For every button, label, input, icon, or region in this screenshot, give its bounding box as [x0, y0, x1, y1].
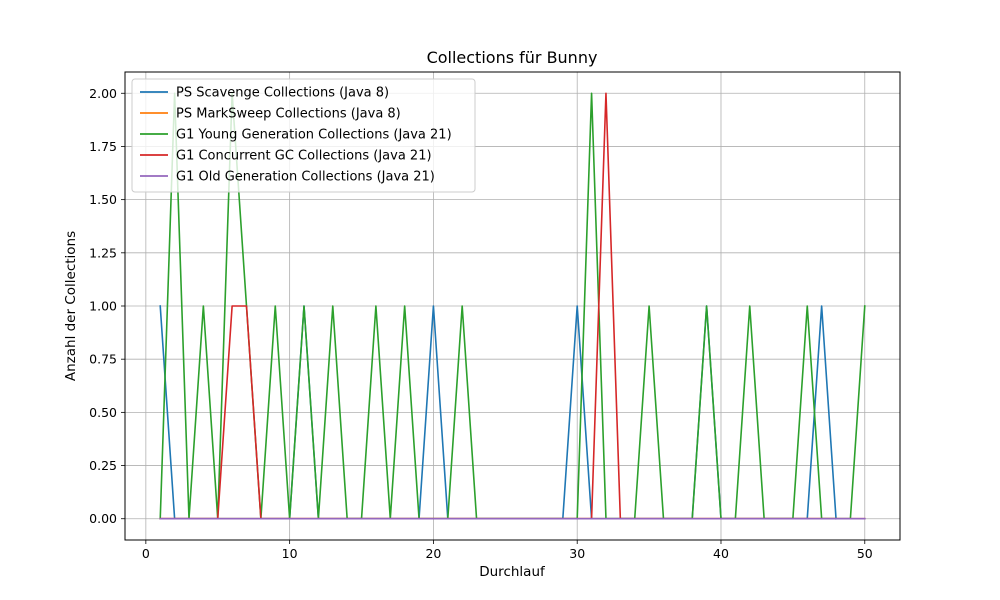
- chart-title: Collections für Bunny: [427, 48, 598, 67]
- legend-box: [131, 78, 476, 193]
- series-lines: [159, 92, 866, 520]
- legend-entry: G1 Concurrent GC Collections (Java 21): [176, 149, 432, 164]
- x-tick-label: 0: [142, 546, 150, 561]
- y-axis-label: Anzahl der Collections: [63, 231, 79, 381]
- y-tick-label: 0.75: [89, 352, 117, 367]
- y-tick-label: 1.25: [89, 245, 117, 260]
- legend-entry: G1 Old Generation Collections (Java 21): [176, 170, 435, 185]
- x-tick-label: 40: [713, 546, 729, 561]
- y-tick-label: 0.25: [89, 458, 117, 473]
- y-tick-label: 1.50: [89, 192, 117, 207]
- legend-entry: G1 Young Generation Collections (Java 21…: [176, 128, 452, 143]
- y-tick-label: 2.00: [89, 86, 117, 101]
- legend-entry: PS MarkSweep Collections (Java 8): [176, 107, 401, 122]
- y-tick-label: 0.50: [89, 405, 117, 420]
- x-axis-label: Durchlauf: [479, 564, 546, 580]
- y-tick-label: 1.00: [89, 299, 117, 314]
- x-tick-label: 30: [569, 546, 585, 561]
- x-tick-label: 20: [425, 546, 441, 561]
- legend: PS Scavenge Collections (Java 8) PS MarkS…: [131, 78, 476, 193]
- y-tick-label: 1.75: [89, 139, 117, 154]
- x-tick-label: 50: [857, 546, 873, 561]
- axis-ticks: 0 10 20 30 40 50 0.00 0.25 0.50 0.75 1.00 1.25 1.50 1…: [89, 86, 873, 561]
- x-tick-label: 10: [282, 546, 298, 561]
- legend-entry: PS Scavenge Collections (Java 8): [176, 86, 389, 101]
- y-tick-label: 0.00: [89, 511, 117, 526]
